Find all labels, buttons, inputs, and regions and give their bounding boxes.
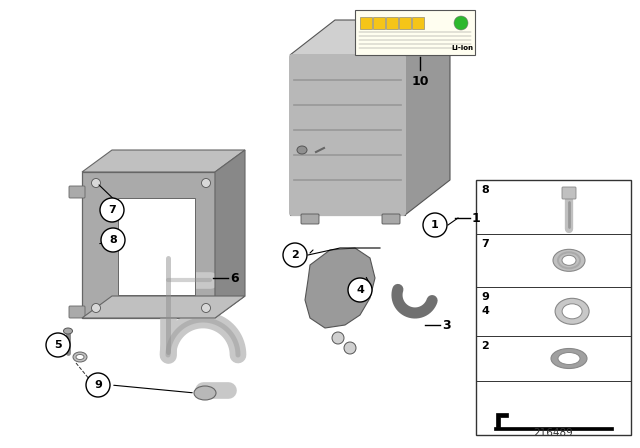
FancyBboxPatch shape — [301, 214, 319, 224]
Polygon shape — [405, 20, 450, 215]
Text: 10: 10 — [412, 75, 429, 88]
Polygon shape — [118, 198, 195, 295]
Text: 5: 5 — [54, 340, 62, 350]
Polygon shape — [82, 296, 245, 318]
Text: 2: 2 — [481, 340, 489, 350]
Ellipse shape — [553, 250, 585, 271]
Polygon shape — [496, 413, 508, 427]
FancyBboxPatch shape — [399, 17, 410, 29]
Ellipse shape — [555, 298, 589, 324]
Polygon shape — [82, 150, 245, 172]
Text: 1: 1 — [472, 211, 481, 224]
FancyBboxPatch shape — [355, 10, 475, 55]
Circle shape — [283, 243, 307, 267]
Polygon shape — [215, 150, 245, 318]
Ellipse shape — [551, 349, 587, 369]
Text: 8: 8 — [481, 185, 489, 195]
Text: 1: 1 — [431, 220, 439, 230]
Text: 2: 2 — [291, 250, 299, 260]
Circle shape — [46, 333, 70, 357]
FancyBboxPatch shape — [69, 186, 85, 198]
FancyBboxPatch shape — [382, 214, 400, 224]
Circle shape — [86, 373, 110, 397]
FancyBboxPatch shape — [385, 17, 397, 29]
Circle shape — [454, 16, 468, 30]
Circle shape — [100, 198, 124, 222]
Text: 4: 4 — [356, 285, 364, 295]
Circle shape — [344, 342, 356, 354]
Polygon shape — [290, 55, 405, 215]
Circle shape — [92, 178, 100, 188]
Polygon shape — [290, 20, 450, 55]
Circle shape — [202, 303, 211, 313]
Circle shape — [101, 228, 125, 252]
Circle shape — [348, 278, 372, 302]
Circle shape — [332, 332, 344, 344]
Ellipse shape — [63, 328, 72, 334]
Circle shape — [202, 178, 211, 188]
Ellipse shape — [297, 146, 307, 154]
Polygon shape — [305, 248, 375, 328]
Text: 4: 4 — [481, 306, 489, 316]
Polygon shape — [494, 427, 613, 430]
Text: 7: 7 — [108, 205, 116, 215]
FancyBboxPatch shape — [562, 187, 576, 199]
Ellipse shape — [194, 386, 216, 400]
Text: 3: 3 — [442, 319, 451, 332]
Text: 9: 9 — [94, 380, 102, 390]
FancyBboxPatch shape — [289, 54, 406, 216]
Text: 216489: 216489 — [534, 428, 573, 438]
Circle shape — [92, 303, 100, 313]
Ellipse shape — [73, 352, 87, 362]
Text: 9: 9 — [481, 292, 489, 302]
Circle shape — [423, 213, 447, 237]
FancyBboxPatch shape — [412, 17, 424, 29]
Ellipse shape — [562, 255, 576, 265]
FancyBboxPatch shape — [69, 306, 85, 318]
Polygon shape — [82, 172, 215, 318]
FancyBboxPatch shape — [360, 17, 371, 29]
FancyBboxPatch shape — [476, 180, 631, 435]
Ellipse shape — [76, 354, 84, 359]
Text: 6: 6 — [230, 271, 239, 284]
Ellipse shape — [558, 353, 580, 365]
Text: 8: 8 — [109, 235, 117, 245]
Text: Li-Ion: Li-Ion — [451, 45, 473, 51]
FancyBboxPatch shape — [372, 17, 385, 29]
Text: 7: 7 — [481, 238, 489, 249]
Ellipse shape — [562, 304, 582, 319]
